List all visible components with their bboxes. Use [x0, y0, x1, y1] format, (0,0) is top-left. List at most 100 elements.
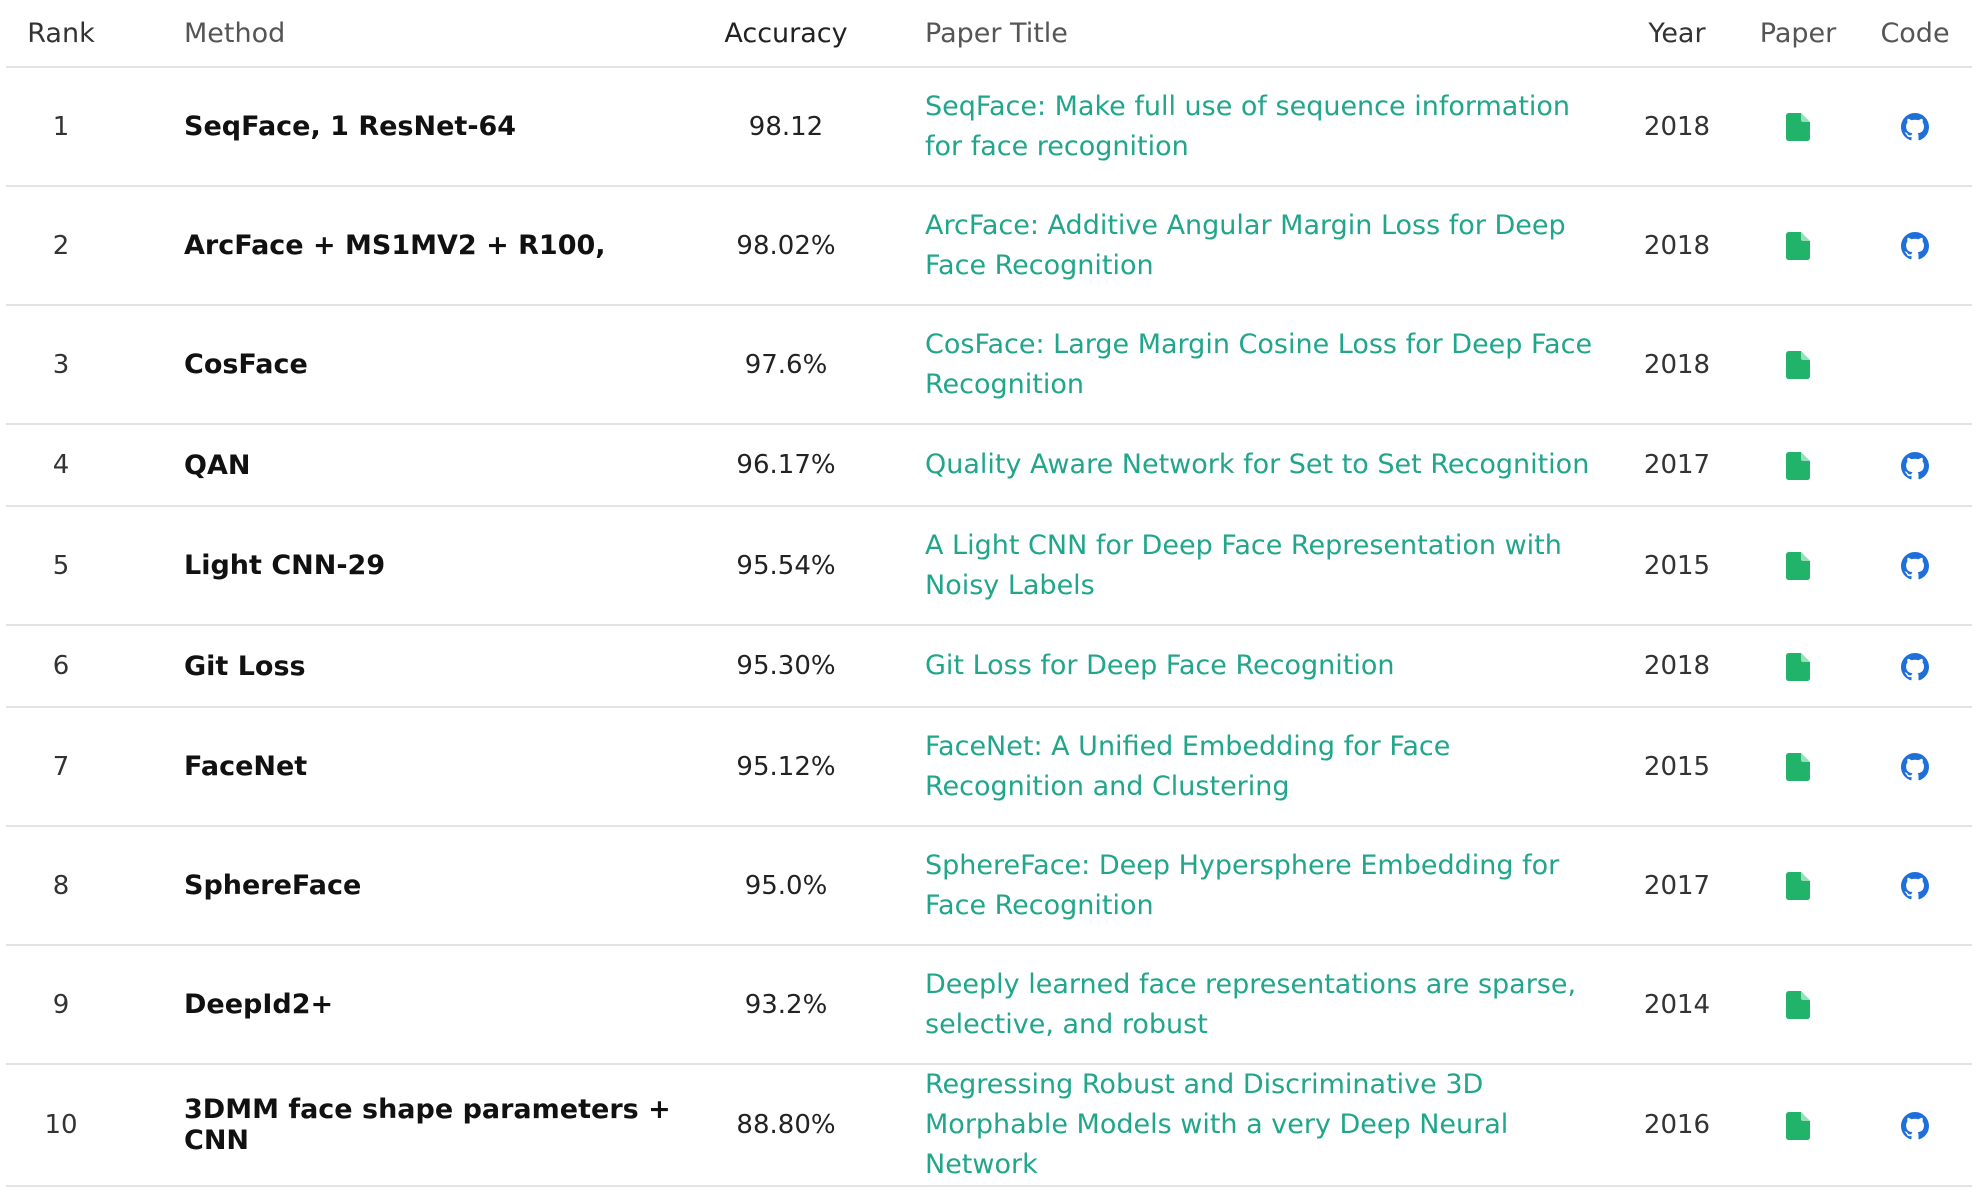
accuracy-cell: 96.17% — [691, 424, 881, 507]
document-icon[interactable] — [1786, 232, 1810, 260]
paper-title-cell: Deeply learned face representations are … — [881, 945, 1616, 1065]
paper-title-link[interactable]: Git Loss for Deep Face Recognition — [925, 650, 1395, 681]
github-icon[interactable] — [1901, 113, 1929, 141]
paper-title-link[interactable]: Deeply learned face representations are … — [925, 968, 1577, 1040]
github-icon[interactable] — [1901, 1111, 1929, 1140]
rank-cell: 1 — [6, 67, 116, 187]
method-cell: DeepId2+ — [116, 945, 691, 1065]
rank-cell: 5 — [6, 506, 116, 626]
paper-cell — [1738, 305, 1858, 425]
table-row-7: 7 FaceNet 95.12% FaceNet: A Unified Embe… — [6, 707, 1972, 827]
paper-title-link[interactable]: SeqFace: Make full use of sequence infor… — [925, 90, 1571, 162]
paper-title-cell: CosFace: Large Margin Cosine Loss for De… — [881, 305, 1616, 425]
rank-cell: 2 — [6, 186, 116, 306]
code-cell — [1858, 67, 1972, 187]
accuracy-cell: 98.12 — [691, 67, 881, 187]
year-cell: 2016 — [1616, 1064, 1738, 1187]
method-cell: SeqFace, 1 ResNet-64 — [116, 67, 691, 187]
paper-cell — [1738, 1064, 1858, 1187]
rank-cell: 6 — [6, 625, 116, 708]
leaderboard-table: Rank Method Accuracy Paper Title Year Pa… — [6, 0, 1972, 1187]
table-row-9: 9 DeepId2+ 93.2% Deeply learned face rep… — [6, 945, 1972, 1065]
paper-title-cell: A Light CNN for Deep Face Representation… — [881, 506, 1616, 626]
column-header-rank[interactable]: Rank — [6, 0, 116, 68]
github-icon[interactable] — [1901, 872, 1929, 900]
document-icon[interactable] — [1786, 872, 1810, 900]
paper-title-cell: ArcFace: Additive Angular Margin Loss fo… — [881, 186, 1616, 306]
method-cell: QAN — [116, 424, 691, 507]
paper-title-link[interactable]: Regressing Robust and Discriminative 3D … — [925, 1069, 1509, 1180]
document-icon[interactable] — [1786, 1111, 1810, 1140]
column-header-year[interactable]: Year — [1616, 0, 1738, 68]
paper-cell — [1738, 707, 1858, 827]
year-cell: 2018 — [1616, 186, 1738, 306]
paper-title-link[interactable]: Quality Aware Network for Set to Set Rec… — [925, 449, 1590, 480]
year-cell: 2014 — [1616, 945, 1738, 1065]
code-cell — [1858, 625, 1972, 708]
table-row-10: 10 3DMM face shape parameters + CNN 88.8… — [6, 1064, 1972, 1187]
table-row-6: 6 Git Loss 95.30% Git Loss for Deep Face… — [6, 625, 1972, 708]
document-icon[interactable] — [1786, 113, 1810, 141]
paper-cell — [1738, 826, 1858, 946]
year-cell: 2018 — [1616, 305, 1738, 425]
document-icon[interactable] — [1786, 451, 1810, 480]
paper-title-link[interactable]: SphereFace: Deep Hypersphere Embedding f… — [925, 849, 1560, 921]
paper-title-link[interactable]: CosFace: Large Margin Cosine Loss for De… — [925, 328, 1593, 400]
paper-title-cell: Quality Aware Network for Set to Set Rec… — [881, 424, 1616, 507]
column-header-method[interactable]: Method — [116, 0, 691, 68]
year-cell: 2017 — [1616, 826, 1738, 946]
method-cell: SphereFace — [116, 826, 691, 946]
method-cell: FaceNet — [116, 707, 691, 827]
column-header-accuracy[interactable]: Accuracy — [691, 0, 881, 68]
code-cell — [1858, 424, 1972, 507]
code-cell — [1858, 506, 1972, 626]
column-header-paper-title[interactable]: Paper Title — [881, 0, 1616, 68]
accuracy-cell: 95.54% — [691, 506, 881, 626]
accuracy-cell: 95.0% — [691, 826, 881, 946]
document-icon[interactable] — [1786, 351, 1810, 379]
accuracy-cell: 98.02% — [691, 186, 881, 306]
paper-cell — [1738, 67, 1858, 187]
table-row-5: 5 Light CNN-29 95.54% A Light CNN for De… — [6, 506, 1972, 626]
paper-cell — [1738, 186, 1858, 306]
paper-cell — [1738, 945, 1858, 1065]
rank-cell: 9 — [6, 945, 116, 1065]
paper-title-cell: Regressing Robust and Discriminative 3D … — [881, 1064, 1616, 1187]
document-icon[interactable] — [1786, 552, 1810, 580]
github-icon[interactable] — [1901, 552, 1929, 580]
method-cell: 3DMM face shape parameters + CNN — [116, 1064, 691, 1187]
github-icon[interactable] — [1901, 753, 1929, 781]
code-cell — [1858, 707, 1972, 827]
table-row-4: 4 QAN 96.17% Quality Aware Network for S… — [6, 424, 1972, 507]
table-row-3: 3 CosFace 97.6% CosFace: Large Margin Co… — [6, 305, 1972, 425]
method-cell: CosFace — [116, 305, 691, 425]
code-cell — [1858, 305, 1972, 425]
year-cell: 2018 — [1616, 67, 1738, 187]
column-header-code[interactable]: Code — [1858, 0, 1972, 68]
accuracy-cell: 88.80% — [691, 1064, 881, 1187]
document-icon[interactable] — [1786, 991, 1810, 1019]
header-row: Rank Method Accuracy Paper Title Year Pa… — [6, 0, 1972, 68]
accuracy-cell: 95.30% — [691, 625, 881, 708]
paper-title-link[interactable]: A Light CNN for Deep Face Representation… — [925, 529, 1562, 601]
code-cell — [1858, 186, 1972, 306]
table-header: Rank Method Accuracy Paper Title Year Pa… — [6, 0, 1972, 68]
github-icon[interactable] — [1901, 451, 1929, 480]
column-header-paper[interactable]: Paper — [1738, 0, 1858, 68]
table-row-2: 2 ArcFace + MS1MV2 + R100, 98.02% ArcFac… — [6, 186, 1972, 306]
paper-cell — [1738, 506, 1858, 626]
table-row-8: 8 SphereFace 95.0% SphereFace: Deep Hype… — [6, 826, 1972, 946]
rank-cell: 3 — [6, 305, 116, 425]
github-icon[interactable] — [1901, 232, 1929, 260]
paper-cell — [1738, 625, 1858, 708]
paper-cell — [1738, 424, 1858, 507]
github-icon[interactable] — [1901, 652, 1929, 681]
method-cell: Git Loss — [116, 625, 691, 708]
rank-cell: 4 — [6, 424, 116, 507]
paper-title-link[interactable]: FaceNet: A Unified Embedding for Face Re… — [925, 730, 1451, 802]
code-cell — [1858, 826, 1972, 946]
document-icon[interactable] — [1786, 652, 1810, 681]
paper-title-cell: FaceNet: A Unified Embedding for Face Re… — [881, 707, 1616, 827]
document-icon[interactable] — [1786, 753, 1810, 781]
paper-title-link[interactable]: ArcFace: Additive Angular Margin Loss fo… — [925, 209, 1566, 281]
